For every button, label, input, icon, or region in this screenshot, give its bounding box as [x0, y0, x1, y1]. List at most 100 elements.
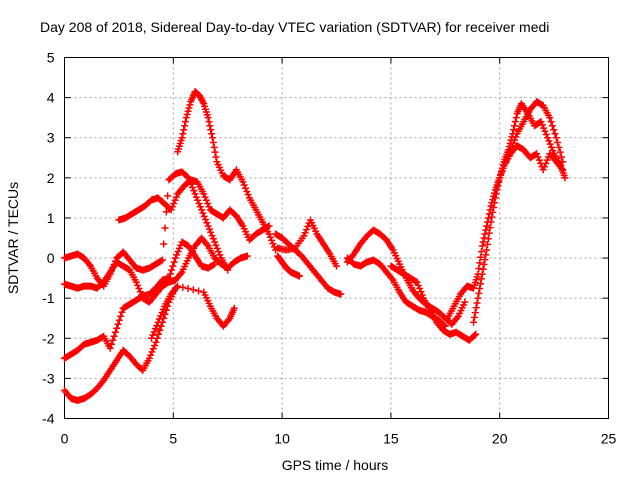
- x-tick-label: 10: [274, 431, 290, 447]
- data-point: [149, 331, 157, 339]
- data-point: [493, 186, 501, 194]
- data-point: [301, 229, 309, 237]
- data-point: [168, 266, 176, 274]
- data-point: [244, 191, 252, 199]
- data-point: [158, 256, 166, 264]
- data-point: [470, 313, 478, 321]
- x-tick-label: 5: [169, 431, 177, 447]
- data-point: [191, 190, 199, 198]
- data-point: [470, 331, 478, 339]
- data-point: [476, 259, 484, 267]
- data-point: [148, 348, 156, 356]
- data-point: [157, 322, 165, 330]
- data-point: [480, 260, 488, 268]
- data-point: [109, 336, 117, 344]
- y-tick-label: -2: [42, 330, 55, 346]
- data-point: [200, 212, 208, 220]
- data-point: [266, 233, 274, 241]
- data-point: [145, 354, 153, 362]
- data-point: [196, 203, 204, 211]
- data-point: [164, 192, 172, 200]
- y-axis-label: SDTVAR / TECUs: [5, 182, 21, 294]
- data-point: [208, 134, 216, 142]
- data-point: [472, 330, 480, 338]
- data-point: [484, 214, 492, 222]
- data-point: [557, 153, 565, 161]
- data-point: [208, 232, 216, 240]
- data-point: [168, 203, 176, 211]
- data-point: [491, 194, 499, 202]
- data-point: [184, 285, 192, 293]
- data-point: [195, 287, 203, 295]
- data-point: [195, 200, 203, 208]
- data-point: [549, 147, 557, 155]
- data-point: [174, 248, 182, 256]
- data-point: [496, 174, 504, 182]
- data-point: [106, 344, 114, 352]
- series-track-m: [387, 262, 480, 344]
- data-point: [477, 280, 485, 288]
- data-point: [495, 178, 503, 186]
- data-point: [212, 241, 220, 249]
- data-point: [508, 143, 516, 151]
- data-point: [155, 330, 163, 338]
- data-point: [213, 244, 221, 252]
- data-point: [148, 334, 156, 342]
- data-point: [296, 272, 304, 280]
- data-point: [152, 338, 160, 346]
- data-point: [117, 312, 125, 320]
- chart-title: Day 208 of 2018, Sidereal Day-to-day VTE…: [40, 19, 549, 35]
- series-track-p: [500, 98, 567, 170]
- data-point: [181, 122, 189, 130]
- data-point: [477, 248, 485, 256]
- data-point: [185, 104, 193, 112]
- data-point: [490, 204, 498, 212]
- data-point: [167, 206, 175, 214]
- data-point: [478, 242, 486, 250]
- data-point: [483, 222, 491, 230]
- axis-ticks: [64, 57, 609, 419]
- data-point: [503, 155, 511, 163]
- data-point: [418, 291, 426, 299]
- data-point: [477, 253, 485, 261]
- data-point: [539, 166, 547, 174]
- data-point: [269, 240, 277, 248]
- data-point: [512, 114, 520, 122]
- data-point: [550, 126, 558, 134]
- data-point: [417, 288, 425, 296]
- data-point: [461, 298, 469, 306]
- data-point: [471, 309, 479, 317]
- data-point: [159, 305, 167, 313]
- data-point: [157, 257, 165, 265]
- data-point: [537, 118, 545, 126]
- data-point: [535, 156, 543, 164]
- series-track-k: [343, 226, 469, 328]
- data-point: [181, 118, 189, 126]
- data-point: [337, 290, 345, 298]
- data-point: [149, 345, 157, 353]
- data-point: [210, 143, 218, 151]
- data-point: [205, 118, 213, 126]
- data-point: [209, 261, 217, 269]
- data-point: [170, 258, 178, 266]
- data-point: [183, 110, 191, 118]
- series-track-c: [115, 176, 273, 244]
- data-point: [114, 320, 122, 328]
- data-point: [542, 159, 550, 167]
- data-point: [482, 251, 490, 259]
- data-point: [211, 148, 219, 156]
- data-point: [490, 199, 498, 207]
- series-track-g: [148, 282, 238, 342]
- y-tick-label: -4: [42, 411, 55, 427]
- data-point: [547, 118, 555, 126]
- data-point: [494, 182, 502, 190]
- y-tick-label: 2: [47, 170, 55, 186]
- data-point: [175, 244, 183, 252]
- data-point: [179, 130, 187, 138]
- y-tick-labels: -4 -3 -2 -1 0 1 2 3 4 5: [42, 50, 55, 427]
- data-point: [509, 139, 517, 147]
- data-point: [199, 209, 207, 217]
- data-point: [548, 122, 556, 130]
- data-point: [541, 163, 549, 171]
- y-tick-label: 5: [47, 50, 55, 66]
